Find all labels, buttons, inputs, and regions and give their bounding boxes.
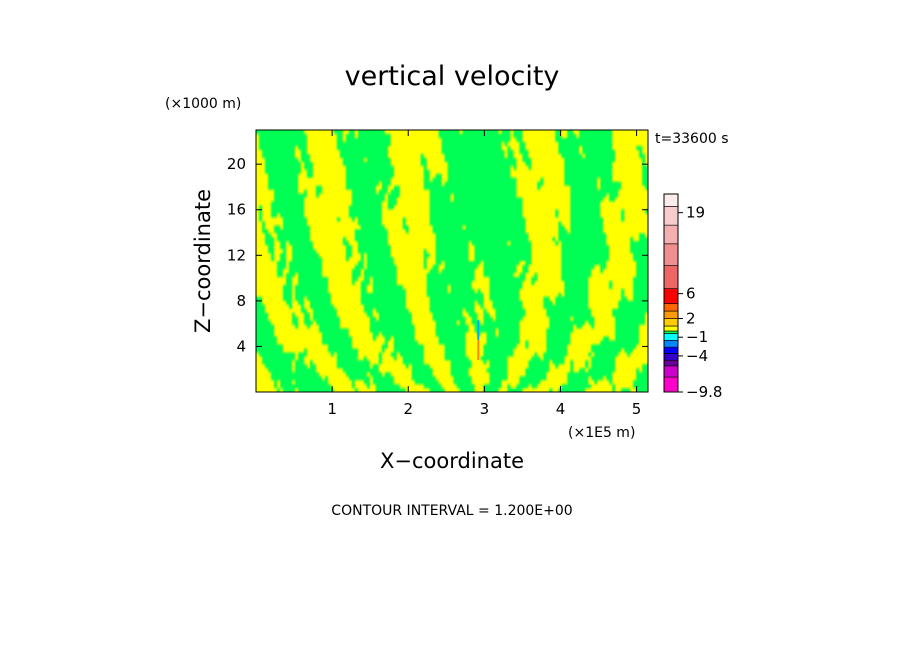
- y-tick-label: 4: [236, 337, 246, 355]
- colorbar-band: [663, 333, 679, 341]
- x-tick-label: 1: [327, 400, 337, 418]
- y-axis-ticks: 4 8 12 16 20: [227, 155, 648, 355]
- colorbar-label: 6: [686, 285, 696, 303]
- colorbar-label: 2: [686, 310, 696, 328]
- field-contours: [256, 130, 648, 392]
- colorbar-band: [663, 346, 679, 354]
- x-axis-label: X−coordinate: [380, 449, 524, 473]
- colorbar-band: [663, 303, 679, 312]
- colorbar: 19 6 2−1−4 −9.8: [663, 193, 722, 401]
- x-tick-label: 2: [403, 400, 413, 418]
- y-axis-label: Z−coordinate: [191, 189, 215, 333]
- colorbar-label: −4: [686, 347, 708, 365]
- plot-frame: [255, 129, 649, 393]
- colorbar-band: [663, 318, 679, 327]
- colorbar-band: [663, 224, 679, 245]
- time-label: t=33600 s: [655, 131, 729, 147]
- x-scale-label: (×1E5 m): [568, 425, 635, 441]
- y-tick-label: 16: [227, 201, 246, 219]
- chart-title: vertical velocity: [345, 61, 560, 92]
- contour-interval-label: CONTOUR INTERVAL = 1.200E+00: [331, 503, 572, 519]
- colorbar-band: [663, 359, 679, 367]
- x-axis-ticks: 1 2 3 4 5: [327, 130, 641, 418]
- colorbar-band: [663, 310, 679, 319]
- colorbar-band: [663, 325, 679, 332]
- y-tick-label: 20: [227, 155, 246, 173]
- colorbar-band: [663, 288, 679, 304]
- y-tick-label: 12: [227, 246, 246, 264]
- colorbar-band: [663, 330, 679, 334]
- colorbar-label: −1: [686, 328, 708, 346]
- colorbar-band: [663, 243, 679, 266]
- colorbar-band: [663, 340, 679, 348]
- colorbar-label: 19: [686, 204, 705, 222]
- colorbar-band: [663, 365, 679, 378]
- y-scale-label: (×1000 m): [165, 96, 241, 112]
- colorbar-label: −9.8: [686, 383, 722, 401]
- x-tick-label: 3: [480, 400, 490, 418]
- colorbar-frame: [663, 193, 679, 393]
- colorbar-band: [663, 265, 679, 289]
- colorbar-band: [663, 206, 679, 226]
- velocity-field: [256, 130, 648, 392]
- colorbar-band: [663, 376, 679, 393]
- y-tick-label: 8: [236, 292, 246, 310]
- x-tick-label: 5: [632, 400, 642, 418]
- x-tick-label: 4: [556, 400, 566, 418]
- colorbar-band: [663, 193, 679, 207]
- colorbar-band: [663, 353, 679, 361]
